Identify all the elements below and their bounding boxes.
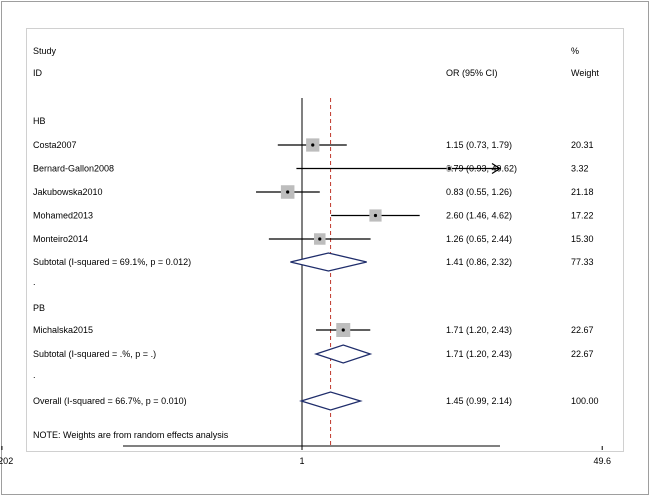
subtotal-label: Subtotal (I-squared = 69.1%, p = 0.012) (33, 257, 191, 267)
study-weight-text: 21.18 (571, 187, 594, 197)
study-label: Michalska2015 (33, 325, 93, 335)
study-label: Mohamed2013 (33, 211, 93, 221)
study-label: Costa2007 (33, 140, 77, 150)
study-weight-text: 3.32 (571, 164, 589, 174)
study-label: Jakubowska2010 (33, 187, 103, 197)
overall-label: Overall (I-squared = 66.7%, p = 0.010) (33, 396, 187, 406)
subtotal-weight-text: 77.33 (571, 257, 594, 267)
study-point-estimate (447, 166, 451, 171)
overall-diamond (299, 391, 363, 411)
study-weight-text: 15.30 (571, 234, 594, 244)
header-percent: % (571, 46, 579, 56)
study-weight-text: 22.67 (571, 325, 594, 335)
header-or: OR (95% CI) (446, 68, 498, 78)
study-point-estimate (311, 143, 315, 147)
study-label: Bernard-Gallon2008 (33, 164, 114, 174)
separator-dot: . (33, 277, 36, 287)
subtotal-weight-text: 22.67 (571, 349, 594, 359)
study-point-estimate (286, 190, 290, 194)
plot-region-border (26, 28, 624, 452)
group-label-hb: HB (33, 116, 46, 126)
header-id: ID (33, 68, 43, 78)
study-ci-text: 0.83 (0.55, 1.26) (446, 187, 512, 197)
group-label-pb: PB (33, 303, 45, 313)
study-point-estimate (373, 213, 378, 218)
subtotal-diamond (290, 252, 367, 272)
subtotal-ci-text: 1.41 (0.86, 2.32) (446, 257, 512, 267)
study-ci-text: 2.60 (1.46, 4.62) (446, 211, 512, 221)
header-weight: Weight (571, 68, 599, 78)
subtotal-diamond (313, 344, 373, 364)
overall-weight-text: 100.00 (571, 396, 599, 406)
overall-ci-text: 1.45 (0.99, 2.14) (446, 396, 512, 406)
header-study: Study (33, 46, 57, 56)
x-tick-label: 49.6 (593, 456, 611, 466)
study-point-estimate (318, 237, 322, 241)
study-weight-text: 20.31 (571, 140, 594, 150)
subtotal-label: Subtotal (I-squared = .%, p = .) (33, 349, 156, 359)
footnote: NOTE: Weights are from random effects an… (33, 430, 229, 440)
subtotal-ci-text: 1.71 (1.20, 2.43) (446, 349, 512, 359)
study-label: Monteiro2014 (33, 234, 88, 244)
x-tick-label: 1 (299, 456, 304, 466)
study-weight-text: 17.22 (571, 211, 594, 221)
study-ci-text: 1.15 (0.73, 1.79) (446, 140, 512, 150)
forest-rows: HB Costa2007 1.15 (0.73, 1.79) 20.31 Bernard… (33, 116, 599, 411)
study-ci-arrow (491, 162, 502, 175)
study-point-estimate (341, 328, 345, 332)
study-ci-text: 1.71 (1.20, 2.43) (446, 325, 512, 335)
study-ci-text: 1.26 (0.65, 2.44) (446, 234, 512, 244)
separator-dot: . (33, 370, 36, 380)
